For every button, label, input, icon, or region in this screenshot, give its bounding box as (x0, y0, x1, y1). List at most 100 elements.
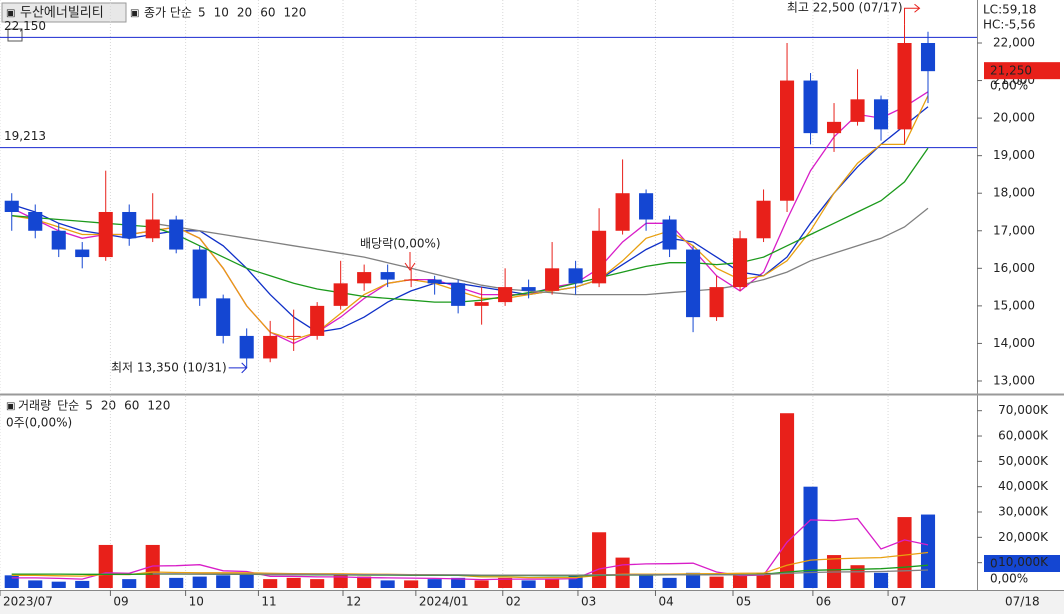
candle-body (568, 268, 583, 284)
title-box (1, 2, 127, 23)
volume-bar (286, 577, 301, 588)
y-tick-label: 10,000K (998, 555, 1049, 569)
y-tick-label: 70,000K (998, 403, 1049, 417)
y-tick-label: 40,000K (998, 479, 1049, 493)
y-tick-label: 22,000 (993, 35, 1035, 49)
y-tick-label: 20,000 (993, 111, 1035, 125)
volume-bar (592, 532, 607, 588)
ma-line (11, 95, 929, 341)
candle-body (592, 230, 607, 284)
high-arrow (904, 3, 921, 25)
candle-body (333, 283, 348, 306)
volume-bar (474, 580, 489, 588)
volume-bar (756, 572, 771, 588)
x-tick-label: 03 (581, 595, 596, 609)
candle-body (498, 287, 513, 303)
volume-bar (169, 577, 184, 588)
last-price-label: 21,250 (990, 64, 1032, 78)
legend-entry: 60 (124, 399, 139, 413)
candle-body (75, 249, 90, 258)
legend-label: 단순 (57, 399, 79, 413)
candle-body (310, 305, 325, 336)
volume-bar (4, 575, 19, 588)
volume-bar (780, 413, 795, 588)
volume-bar (333, 575, 348, 588)
y-tick-label: 15,000 (993, 298, 1035, 312)
last-volume-label: 0 (990, 557, 998, 571)
candle-body (780, 80, 795, 201)
y-tick-label: 19,000 (993, 148, 1035, 162)
candle-body (709, 287, 724, 318)
x-tick-label: 07 (891, 595, 906, 609)
volume-bar (733, 575, 748, 588)
candle-body (686, 249, 701, 318)
volume-bar (216, 575, 231, 588)
dividend-annotation: 배당락(0,00%) (360, 237, 441, 251)
volume-bar (263, 579, 278, 588)
candle-body (357, 272, 372, 284)
volume-bar (239, 572, 254, 588)
volume-bar (850, 565, 865, 588)
candle-body (733, 238, 748, 288)
volume-bar (709, 576, 724, 588)
x-tick-label: 2024/01 (419, 595, 469, 609)
legend-entry: 20 (237, 6, 252, 20)
ma-line (11, 147, 929, 303)
volume-bar (521, 580, 536, 588)
candle-body (803, 80, 818, 134)
y-tick-label: 16,000 (993, 261, 1035, 275)
candle-body (169, 219, 184, 250)
volume-bar (357, 576, 372, 588)
last-price-box (984, 62, 1060, 80)
x-tick-label: 06 (816, 595, 831, 609)
candle-body (239, 335, 254, 359)
volume-bar (662, 577, 677, 588)
y-tick-label: 13,000 (993, 373, 1035, 387)
volume-bar (51, 581, 66, 588)
y-tick-label: 50,000K (998, 454, 1049, 468)
legend-entry: 120 (147, 399, 170, 413)
ma-line (152, 207, 929, 296)
candle-body (920, 42, 936, 72)
volume-bar (639, 575, 654, 588)
candle-body (451, 283, 466, 306)
volume-bar (192, 576, 207, 588)
legend-entry: 20 (101, 399, 116, 413)
y-tick-label: 60,000K (998, 429, 1049, 443)
last-volume-box (984, 555, 1060, 572)
volume-bar (380, 580, 395, 588)
price-change: 0,00% (990, 79, 1028, 93)
candle-body (28, 211, 43, 231)
volume-bar (122, 579, 137, 588)
x-tick-label: 05 (736, 595, 751, 609)
volume-title: 거래량 (18, 399, 51, 413)
reference-label: 19,213 (4, 129, 46, 143)
x-tick-label: 10 (189, 595, 204, 609)
volume-bar (310, 579, 325, 588)
x-tick-label: 2023/07 (3, 595, 53, 609)
candle-body (756, 200, 771, 239)
legend-entry: 60 (260, 6, 275, 20)
candle-body (427, 279, 442, 284)
lc-label: LC:59,18 (983, 3, 1036, 17)
volume-bar (545, 579, 560, 588)
y-tick-label: 18,000 (993, 186, 1035, 200)
legend-entry: 5 (198, 6, 206, 20)
candle-body (98, 211, 113, 258)
ma-line (11, 106, 929, 333)
y-tick-label: 17,000 (993, 223, 1035, 237)
reference-label: 22,150 (4, 19, 46, 33)
volume-bar (98, 544, 113, 588)
volume-bar (404, 580, 419, 588)
legend-label: 종가 단순 (144, 6, 192, 20)
chart-title: 두산에너빌리티 (20, 6, 104, 21)
legend-entry: 120 (283, 6, 306, 20)
candle-body (51, 230, 66, 250)
candle-body (897, 42, 912, 130)
candle-body (639, 193, 654, 220)
y-tick-label: 30,000K (998, 505, 1049, 519)
volume-change: 0,00% (990, 572, 1028, 586)
volume-bar (803, 486, 818, 588)
volume-bar (897, 517, 912, 588)
dividend-arrow (404, 252, 416, 271)
